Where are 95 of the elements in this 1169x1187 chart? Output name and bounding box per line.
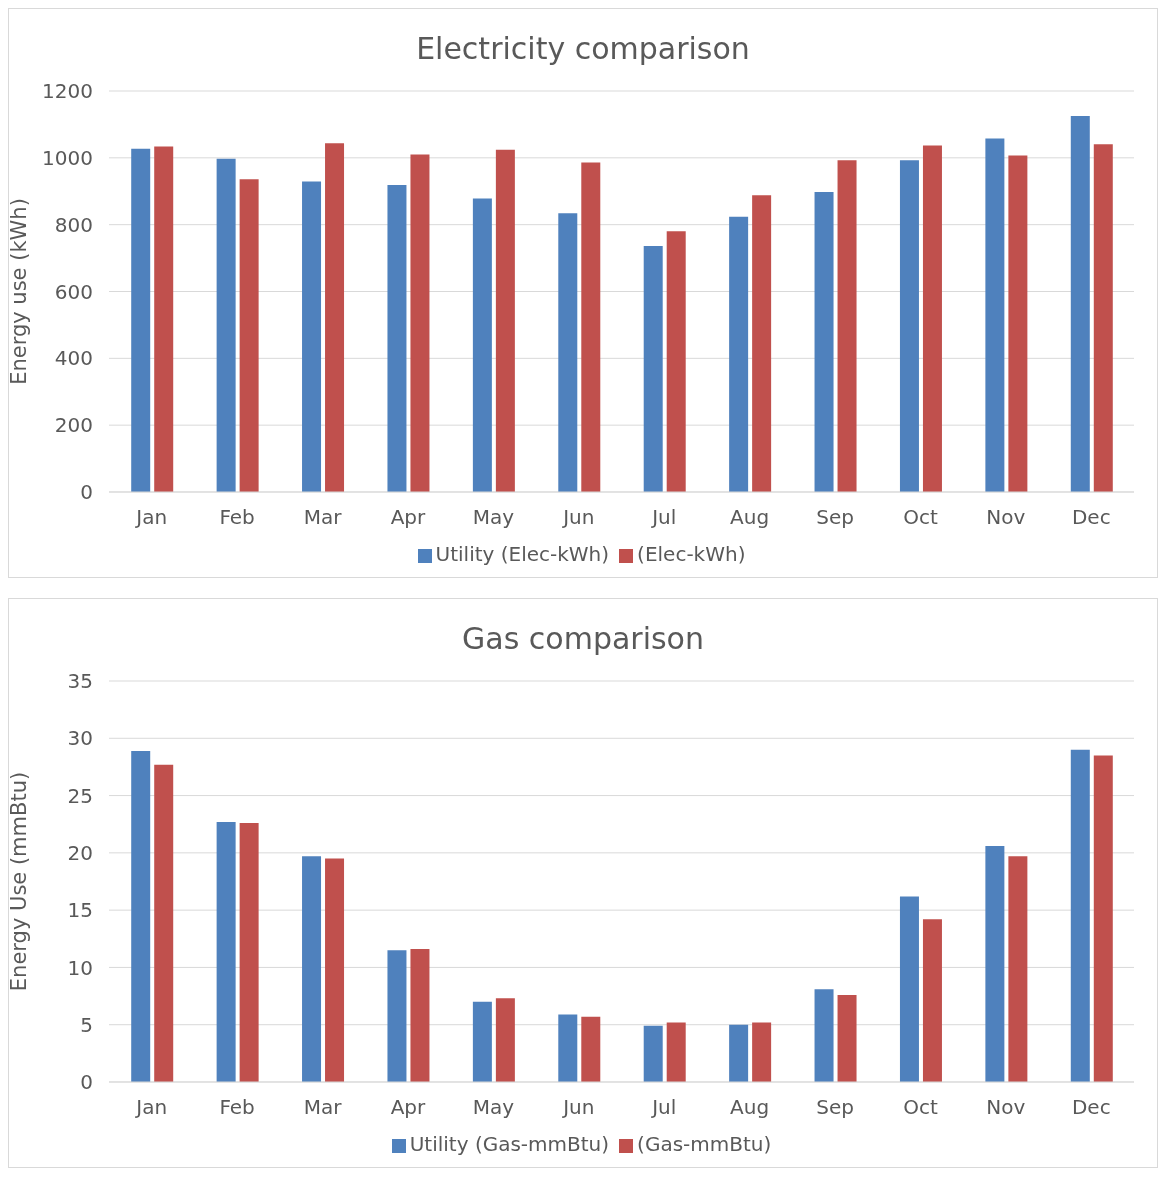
bar <box>1008 856 1028 1082</box>
bar <box>495 149 515 492</box>
x-tick-label: Sep <box>816 1095 854 1120</box>
bar <box>1093 755 1113 1082</box>
bar <box>814 989 834 1082</box>
y-tick-label: 0 <box>80 480 93 505</box>
x-tick-label: Jul <box>650 1095 677 1120</box>
legend-label: Utility (Gas-mmBtu) <box>409 1132 610 1156</box>
bar <box>131 148 151 492</box>
y-tick-label: 30 <box>67 726 93 751</box>
x-tick-label: Apr <box>390 505 427 530</box>
bar <box>472 198 492 492</box>
y-tick-label: 10 <box>67 955 93 980</box>
bar <box>495 998 515 1082</box>
bar <box>302 181 322 492</box>
chart-title: Electricity comparison <box>415 30 751 68</box>
bar <box>558 1014 578 1082</box>
y-axis-title: Energy Use (mmBtu) <box>7 771 32 992</box>
y-tick-label: 35 <box>67 669 93 694</box>
bar <box>922 145 942 492</box>
bar <box>1070 749 1090 1082</box>
y-tick-label: 600 <box>54 279 93 304</box>
bar <box>154 146 174 492</box>
bar <box>581 1016 601 1082</box>
legend-label: (Gas-mmBtu) <box>637 1132 772 1156</box>
y-tick-label: 15 <box>67 898 93 923</box>
bar <box>410 949 430 1082</box>
bar <box>985 138 1005 492</box>
bar <box>558 213 578 492</box>
x-tick-label: Jan <box>134 505 168 530</box>
x-tick-label: Sep <box>816 505 854 530</box>
bar <box>216 158 236 492</box>
y-tick-label: 5 <box>80 1012 93 1037</box>
x-tick-label: Dec <box>1071 505 1111 530</box>
bar <box>922 919 942 1082</box>
y-tick-label: 20 <box>67 840 93 865</box>
bar <box>239 179 259 492</box>
y-tick-label: 400 <box>54 346 93 371</box>
x-tick-label: Jun <box>561 505 595 530</box>
legend-label: Utility (Elec-kWh) <box>435 542 610 566</box>
bar <box>666 231 686 492</box>
y-tick-label: 800 <box>54 212 93 237</box>
x-tick-label: Apr <box>390 1095 427 1120</box>
x-tick-label: May <box>472 505 515 530</box>
bar <box>154 764 174 1082</box>
x-tick-label: Mar <box>303 505 343 530</box>
x-tick-label: Aug <box>730 505 770 530</box>
y-axis-title: Energy use (kWh) <box>7 198 32 385</box>
bar <box>410 154 430 492</box>
legend-label: (Elec-kWh) <box>637 542 746 566</box>
chart-title: Gas comparison <box>461 620 705 658</box>
bar <box>985 845 1005 1082</box>
bar <box>814 191 834 492</box>
bar <box>131 750 151 1082</box>
x-tick-label: Jul <box>650 505 677 530</box>
bar <box>837 994 857 1082</box>
bar <box>1008 155 1028 492</box>
bar <box>387 184 407 492</box>
x-tick-label: Feb <box>219 1095 255 1120</box>
bar <box>472 1001 492 1082</box>
x-tick-label: May <box>472 1095 515 1120</box>
x-tick-label: Nov <box>986 1095 1026 1120</box>
bar <box>729 216 749 492</box>
bar <box>837 160 857 492</box>
y-tick-label: 25 <box>67 783 93 808</box>
x-tick-label: Nov <box>986 505 1026 530</box>
x-tick-label: Oct <box>903 1095 938 1120</box>
bar <box>752 1022 772 1082</box>
bar <box>302 856 322 1082</box>
bar <box>729 1024 749 1082</box>
bar <box>325 858 345 1082</box>
x-tick-label: Oct <box>903 505 938 530</box>
x-tick-label: Mar <box>303 1095 343 1120</box>
x-tick-label: Aug <box>730 1095 770 1120</box>
bar <box>643 246 663 492</box>
bar <box>216 821 236 1082</box>
bar <box>643 1025 663 1082</box>
bar <box>239 823 259 1082</box>
bar <box>1070 116 1090 492</box>
y-tick-label: 1000 <box>42 145 93 170</box>
bar <box>1093 144 1113 492</box>
bar <box>899 896 919 1082</box>
x-tick-label: Dec <box>1071 1095 1111 1120</box>
x-tick-label: Jan <box>134 1095 168 1120</box>
x-tick-label: Feb <box>219 505 255 530</box>
y-tick-label: 1200 <box>42 79 93 104</box>
bar <box>666 1022 686 1082</box>
y-tick-label: 0 <box>80 1070 93 1095</box>
x-tick-label: Jun <box>561 1095 595 1120</box>
bar <box>325 143 345 492</box>
bar <box>899 160 919 492</box>
bar <box>581 162 601 492</box>
bar <box>752 195 772 492</box>
bar <box>387 950 407 1082</box>
y-tick-label: 200 <box>54 413 93 438</box>
